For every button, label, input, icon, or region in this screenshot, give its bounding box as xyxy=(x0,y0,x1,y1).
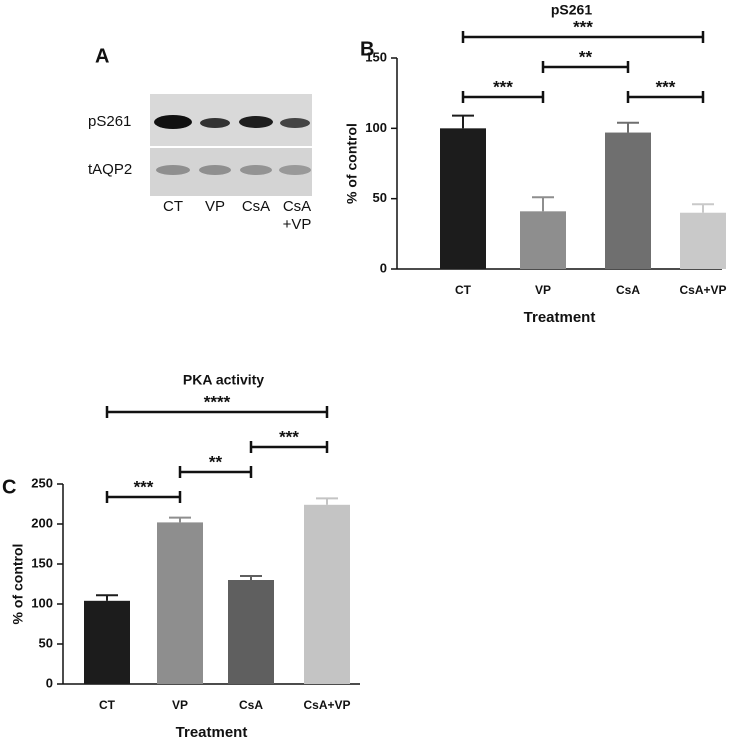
y-tick-label: 150 xyxy=(31,555,53,570)
bar xyxy=(680,212,726,269)
band xyxy=(154,115,192,129)
panel-letter: B xyxy=(360,38,374,60)
band xyxy=(279,165,311,175)
panel-letter: A xyxy=(95,45,109,67)
x-axis-label: Treatment xyxy=(176,724,248,741)
y-tick-label: 50 xyxy=(373,190,387,205)
significance-label: *** xyxy=(493,77,513,96)
x-tick-label: CT xyxy=(455,283,472,297)
bar xyxy=(157,522,203,684)
y-axis-label: % of control xyxy=(344,123,360,204)
significance-bracket xyxy=(105,491,182,503)
x-tick-label: CsA+VP xyxy=(679,283,726,297)
significance-bracket xyxy=(249,441,329,453)
significance-label: **** xyxy=(204,392,231,411)
y-tick-label: 150 xyxy=(365,49,387,64)
bar xyxy=(228,580,274,684)
significance-bracket xyxy=(461,31,705,43)
significance-bracket xyxy=(105,406,329,418)
x-tick-label: CsA xyxy=(616,283,640,297)
bar xyxy=(440,128,486,269)
lane-label: CsA xyxy=(283,198,311,215)
x-axis-label: Treatment xyxy=(524,309,596,326)
lane-label: CsA xyxy=(242,198,270,215)
significance-bracket xyxy=(626,91,705,103)
significance-label: *** xyxy=(573,17,593,36)
significance-label: *** xyxy=(134,477,154,496)
bar xyxy=(84,600,130,684)
significance-label: ** xyxy=(209,452,223,471)
panel-letter: C xyxy=(2,476,16,498)
y-axis-label: % of control xyxy=(10,544,26,625)
band xyxy=(156,165,190,175)
significance-label: *** xyxy=(656,77,676,96)
x-tick-label: CsA xyxy=(239,698,263,712)
significance-label: ** xyxy=(579,47,593,66)
lane-label: +VP xyxy=(283,216,312,233)
y-tick-label: 200 xyxy=(31,515,53,530)
band xyxy=(240,165,272,175)
chart-title: PKA activity xyxy=(183,372,264,388)
lane-label: CT xyxy=(163,198,183,215)
bar xyxy=(605,132,651,269)
blot-row-label: tAQP2 xyxy=(88,161,132,178)
y-tick-label: 50 xyxy=(39,635,53,650)
y-tick-label: 0 xyxy=(46,675,53,690)
significance-bracket xyxy=(178,466,253,478)
y-tick-label: 250 xyxy=(31,475,53,490)
significance-label: *** xyxy=(279,427,299,446)
x-tick-label: VP xyxy=(535,283,551,297)
x-tick-label: CsA+VP xyxy=(303,698,350,712)
significance-bracket xyxy=(541,61,630,73)
blot-row-label: pS261 xyxy=(88,113,131,130)
band xyxy=(200,118,230,128)
band xyxy=(239,116,273,128)
y-tick-label: 0 xyxy=(380,260,387,275)
x-tick-label: VP xyxy=(172,698,188,712)
bar xyxy=(520,211,566,269)
significance-bracket xyxy=(461,91,545,103)
chart-title: pS261 xyxy=(551,2,592,18)
x-tick-label: CT xyxy=(99,698,116,712)
y-tick-label: 100 xyxy=(365,120,387,135)
lane-label: VP xyxy=(205,198,225,215)
bar xyxy=(304,504,350,684)
band xyxy=(280,118,310,128)
band xyxy=(199,165,231,175)
y-tick-label: 100 xyxy=(31,595,53,610)
